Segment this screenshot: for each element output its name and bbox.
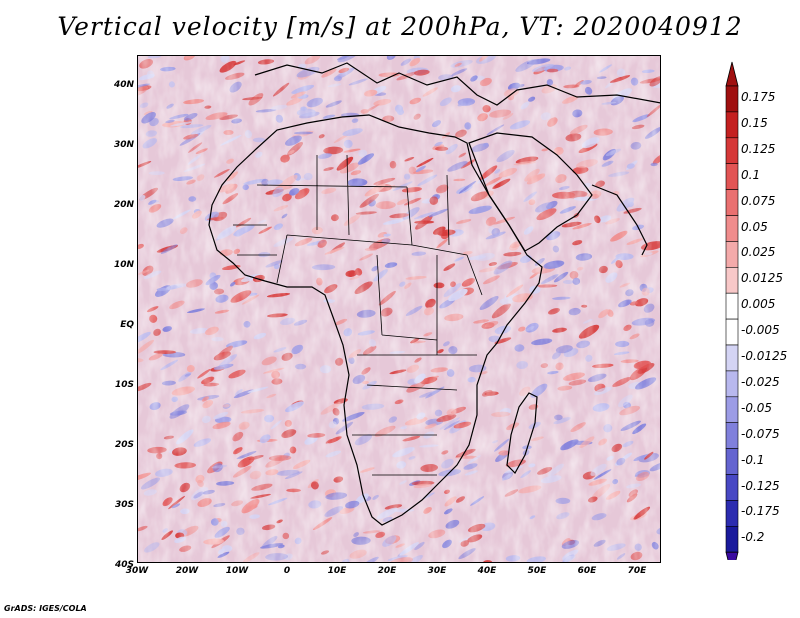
colorbar-cell: [725, 525, 739, 553]
colorbar-label: -0.2: [741, 530, 765, 545]
colorbar-cell: [725, 318, 739, 346]
lon-label: 20E: [377, 566, 397, 576]
colorbar-cell: [725, 189, 739, 216]
colorbar: [725, 61, 739, 560]
country-borders: [233, 154, 483, 476]
colorbar-label: -0.1: [741, 452, 765, 467]
colorbar-label: -0.125: [741, 478, 780, 493]
lon-label: 50E: [527, 566, 547, 576]
europe-coastline: [254, 62, 661, 106]
lon-label: 40E: [477, 566, 497, 576]
arabia-coastline: [468, 132, 593, 252]
colorbar-cell: [725, 474, 739, 501]
colorbar-cell: [725, 422, 739, 449]
lat-label: 30S: [114, 500, 134, 510]
colorbar-bottom-arrow: [725, 551, 739, 560]
colorbar-cell: [725, 111, 739, 139]
colorbar-label: 0.125: [741, 141, 776, 156]
colorbar-cell: [725, 396, 739, 423]
colorbar-cell: [725, 137, 739, 165]
footer-credit: GrADS: IGES/COLA: [4, 604, 87, 613]
africa-coastline: [208, 114, 543, 526]
colorbar-cell: [725, 370, 739, 398]
colorbar-cell: [725, 448, 739, 475]
colorbar-label: 0.15: [741, 115, 768, 130]
colorbar-cell: [725, 344, 739, 372]
lat-label: 10N: [113, 260, 134, 270]
colorbar-label: 0.05: [741, 219, 768, 234]
colorbar-cell: [725, 85, 739, 113]
lon-label: 20W: [175, 566, 199, 576]
colorbar-label: 0.025: [741, 245, 776, 260]
colorbar-label: 0.1: [741, 167, 761, 182]
colorbar-label: -0.05: [741, 400, 773, 415]
lat-label: 10S: [114, 380, 134, 390]
colorbar-cell: [725, 267, 739, 294]
lat-label: 30N: [113, 140, 134, 150]
colorbar-cell: [725, 215, 739, 242]
plot-title: Vertical velocity [m/s] at 200hPa, VT: 2…: [57, 12, 743, 41]
colorbar-label: 0.075: [741, 193, 776, 208]
lon-label: 10E: [327, 566, 347, 576]
coastlines: [208, 62, 661, 526]
madagascar-coastline: [506, 392, 538, 474]
colorbar-label: -0.005: [741, 323, 780, 338]
colorbar-label: 0.0125: [741, 271, 783, 286]
colorbar-label: -0.025: [741, 374, 780, 389]
lat-label: EQ: [120, 320, 134, 330]
india-coastline: [591, 184, 648, 256]
colorbar-cell: [725, 500, 739, 527]
lon-label: 30E: [427, 566, 447, 576]
colorbar-top-arrow: [725, 61, 739, 87]
lat-label: 20N: [113, 200, 134, 210]
lat-label: 40N: [113, 80, 134, 90]
map-frame: [137, 55, 661, 563]
colorbar-cell: [725, 292, 739, 320]
lon-label: 60E: [577, 566, 597, 576]
colorbar-label: -0.075: [741, 426, 780, 441]
lon-label: 0: [283, 566, 291, 576]
colorbar-label: 0.175: [741, 90, 776, 104]
lat-label: 40S: [114, 560, 134, 570]
colorbar-label: -0.175: [741, 504, 780, 519]
lon-label: 30W: [125, 566, 149, 576]
lon-label: 70E: [627, 566, 647, 576]
map-panel: [137, 55, 661, 563]
colorbar-cell: [725, 163, 739, 190]
colorbar-label: -0.0125: [741, 349, 788, 363]
lat-label: 20S: [114, 440, 134, 450]
colorbar-cell: [725, 241, 739, 268]
lon-label: 10W: [225, 566, 249, 576]
colorbar-label: 0.005: [741, 297, 776, 312]
